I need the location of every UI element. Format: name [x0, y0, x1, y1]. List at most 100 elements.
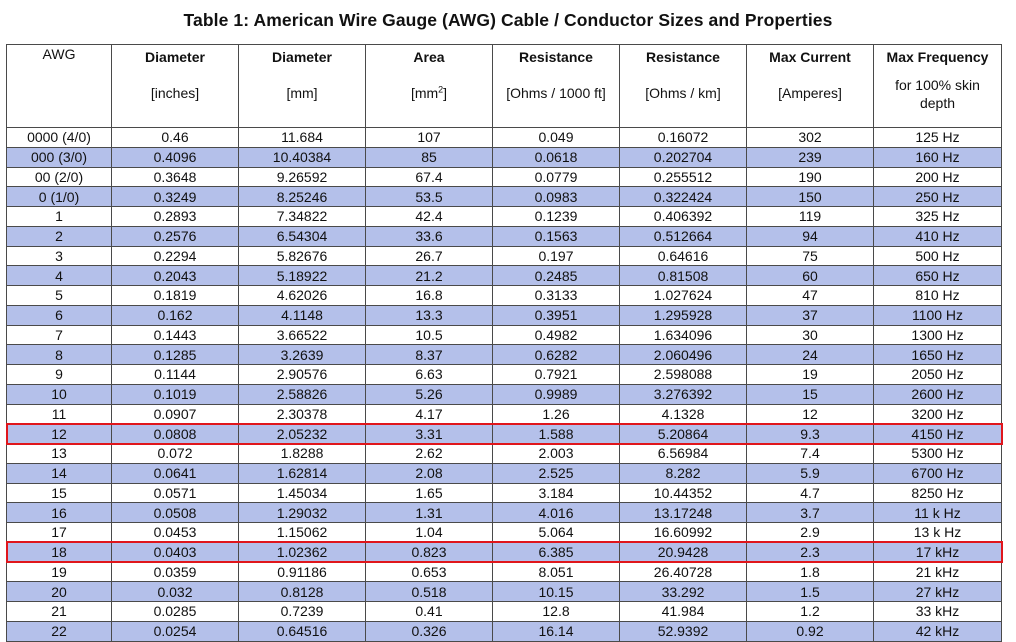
- table-cell: 9.26592: [238, 166, 366, 188]
- table-cell: 52.9392: [619, 620, 747, 642]
- table-cell: 0.072: [111, 443, 239, 464]
- table-cell: 1.2: [746, 601, 874, 622]
- table-row: 0 (1/0) 0.3249 8.25246 53.5 0.0983 0.322424 15…: [6, 186, 1002, 207]
- table-row: 17 0.0453 1.15062 1.04 5.064 16.60992 2.9 13 k …: [6, 522, 1002, 543]
- table-cell: 0.0618: [492, 146, 620, 168]
- table-cell: 0.0983: [492, 186, 620, 207]
- table-cell: 5.20864: [619, 423, 747, 444]
- table-cell: 0.1819: [111, 285, 239, 306]
- table-cell: 190: [746, 166, 874, 188]
- table-cell: 2600 Hz: [873, 383, 1002, 405]
- table-cell: 0.1285: [111, 344, 239, 365]
- table-cell: 13.17248: [619, 502, 747, 523]
- table-cell: 160 Hz: [873, 146, 1002, 168]
- table-row: 14 0.0641 1.62814 2.08 2.525 8.282 5.9 6700 Hz: [6, 462, 1002, 484]
- table-cell: 0.6282: [492, 344, 620, 365]
- table-cell: 0.2893: [111, 206, 239, 227]
- table-cell: 2.060496: [619, 344, 747, 365]
- table-cell: 13: [6, 443, 112, 464]
- table-cell: 0.0403: [111, 541, 239, 563]
- table-cell: 0.9989: [492, 383, 620, 405]
- table-cell: 650 Hz: [873, 265, 1002, 286]
- header-unit-end: ]: [443, 85, 448, 101]
- table-cell: 10.5: [365, 324, 493, 346]
- table-cell: 2.58826: [238, 383, 366, 405]
- table-cell: 6.56984: [619, 443, 747, 464]
- table-cell: 1.588: [492, 423, 620, 444]
- table-cell: 0.4096: [111, 146, 239, 168]
- table-cell: 21.2: [365, 265, 493, 286]
- table-cell: 20: [6, 581, 112, 602]
- table-cell: 1.8: [746, 561, 874, 583]
- table-cell: 0.0285: [111, 601, 239, 622]
- header-label: Max Current: [769, 49, 851, 65]
- table-cell: 0.255512: [619, 166, 747, 188]
- table-cell: 42.4: [365, 206, 493, 227]
- header-label: Resistance: [519, 49, 593, 65]
- table-cell: 19: [6, 561, 112, 583]
- table-cell: 0 (1/0): [6, 186, 112, 207]
- table-row: 22 0.0254 0.64516 0.326 16.14 52.9392 0.92 42 k…: [6, 620, 1002, 642]
- table-cell: 2.003: [492, 443, 620, 464]
- table-cell: 21 kHz: [873, 561, 1002, 583]
- table-cell: 12: [746, 403, 874, 425]
- table-cell: 1.15062: [238, 522, 366, 543]
- table-cell: 0.3133: [492, 285, 620, 306]
- table-cell: 3.2639: [238, 344, 366, 365]
- table-cell: 7.34822: [238, 206, 366, 227]
- table-cell: 37: [746, 304, 874, 326]
- table-cell: 16.8: [365, 285, 493, 306]
- table-cell: 15: [746, 383, 874, 405]
- table-cell: 5: [6, 285, 112, 306]
- table-cell: 0.7921: [492, 364, 620, 385]
- table-cell: 7.4: [746, 443, 874, 464]
- table-cell: 1.295928: [619, 304, 747, 326]
- table-cell: 13.3: [365, 304, 493, 326]
- header-awg: AWG: [6, 44, 112, 128]
- header-max-current: Max Current [Amperes]: [746, 44, 874, 128]
- table-cell: 1.29032: [238, 502, 366, 523]
- table-title: Table 1: American Wire Gauge (AWG) Cable…: [183, 10, 833, 30]
- table-row: 4 0.2043 5.18922 21.2 0.2485 0.81508 60 650 Hz: [6, 265, 1002, 286]
- table-row: 10 0.1019 2.58826 5.26 0.9989 3.276392 15 2600 …: [6, 383, 1002, 405]
- table-cell: 1.02362: [238, 541, 366, 563]
- table-cell: 1: [6, 206, 112, 227]
- table-row: 3 0.2294 5.82676 26.7 0.197 0.64616 75 500 Hz: [6, 245, 1002, 267]
- table-cell: 810 Hz: [873, 285, 1002, 306]
- table-cell: 0.162: [111, 304, 239, 326]
- table-cell: 18: [6, 541, 112, 563]
- table-row: 1 0.2893 7.34822 42.4 0.1239 0.406392 119 325 H…: [6, 206, 1002, 227]
- table-cell: 0.0453: [111, 522, 239, 543]
- table-cell: 8.25246: [238, 186, 366, 207]
- table-cell: 2.30378: [238, 403, 366, 425]
- table-cell: 125 Hz: [873, 127, 1002, 148]
- table-cell: 4.7: [746, 482, 874, 504]
- table-cell: 47: [746, 285, 874, 306]
- table-cell: 16.14: [492, 620, 620, 642]
- table-cell: 0.406392: [619, 206, 747, 227]
- table-cell: 8.051: [492, 561, 620, 583]
- table-cell: 500 Hz: [873, 245, 1002, 267]
- table-cell: 0.0254: [111, 620, 239, 642]
- table-cell: 41.984: [619, 601, 747, 622]
- table-cell: 0.7239: [238, 601, 366, 622]
- table-cell: 3.66522: [238, 324, 366, 346]
- header-unit: [mm2]: [367, 84, 492, 102]
- table-row: 9 0.1144 2.90576 6.63 0.7921 2.598088 19 2050 H…: [6, 364, 1002, 385]
- table-cell: 1.634096: [619, 324, 747, 346]
- table-cell: 4.016: [492, 502, 620, 523]
- header-label: Max Frequency: [886, 49, 989, 65]
- table-cell: 24: [746, 344, 874, 365]
- table-cell: 0.1019: [111, 383, 239, 405]
- table-cell: 94: [746, 225, 874, 247]
- table-row: 2 0.2576 6.54304 33.6 0.1563 0.512664 94 410 Hz: [6, 225, 1002, 247]
- table-cell: 26.7: [365, 245, 493, 267]
- table-cell: 0.4982: [492, 324, 620, 346]
- header-awg-label: AWG: [42, 46, 76, 62]
- table-cell: 2.90576: [238, 364, 366, 385]
- table-cell: 8.37: [365, 344, 493, 365]
- table-row: 12 0.0808 2.05232 3.31 1.588 5.20864 9.3 4150 H…: [6, 423, 1002, 444]
- table-cell: 1.027624: [619, 285, 747, 306]
- table-cell: 0.1563: [492, 225, 620, 247]
- table-cell: 11.684: [238, 127, 366, 148]
